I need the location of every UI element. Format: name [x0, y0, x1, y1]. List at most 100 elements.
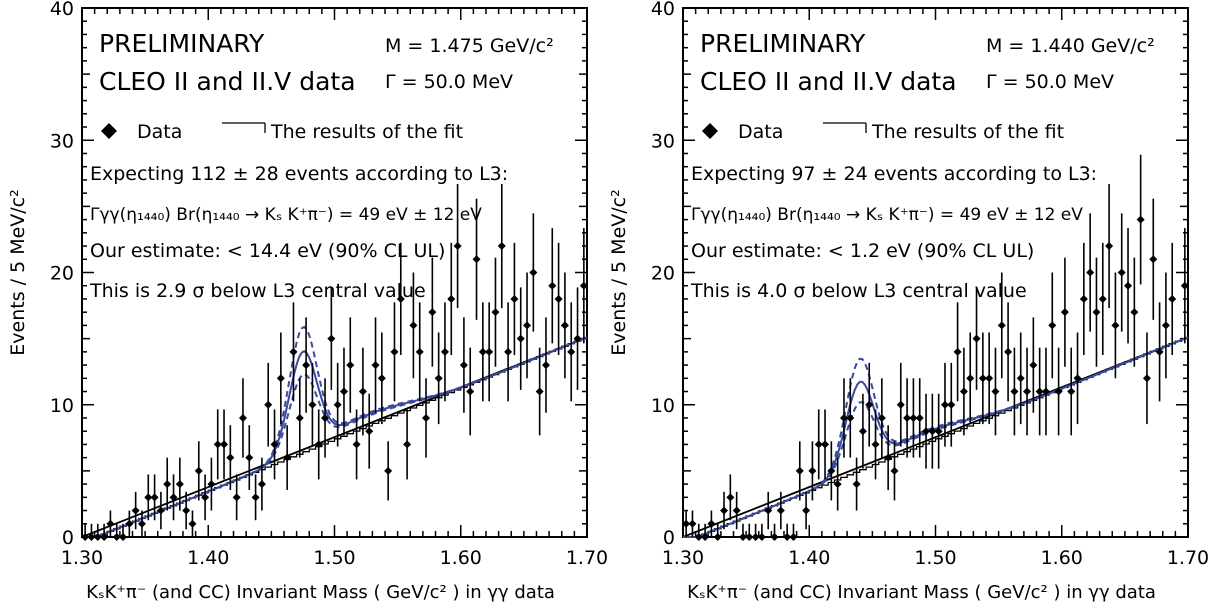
data-point: [497, 242, 506, 251]
data-point: [770, 533, 779, 541]
data-point: [795, 466, 804, 475]
data-point: [327, 334, 336, 343]
data-point: [1130, 308, 1139, 317]
data-point: [1092, 308, 1101, 317]
data-point: [478, 347, 487, 356]
data-point: [978, 374, 987, 383]
expecting-text: Expecting 112 ± 28 events according to L…: [90, 163, 508, 185]
dataset-label: CLEO II and II.V data: [99, 67, 356, 96]
data-point: [1161, 321, 1170, 330]
data-point: [827, 466, 836, 475]
data-point: [459, 361, 468, 370]
data-point: [833, 480, 842, 489]
data-point: [125, 519, 134, 528]
data-point: [745, 533, 754, 541]
data-point: [688, 519, 697, 528]
data-point: [726, 493, 735, 502]
y-tick-label: 20: [651, 263, 675, 285]
data-point: [245, 453, 254, 462]
data-point: [523, 321, 532, 330]
data-point: [485, 347, 494, 356]
data-point: [232, 493, 241, 502]
legend-fit-label: The results of the fit: [871, 121, 1064, 143]
y-tick-label: 30: [50, 130, 74, 152]
data-point: [1054, 387, 1063, 396]
data-point: [713, 533, 722, 541]
data-point: [302, 361, 311, 370]
data-point: [466, 387, 475, 396]
data-point: [93, 533, 102, 541]
data-point: [1111, 321, 1120, 330]
data-point: [802, 506, 811, 515]
x-tick-label: 1.40: [187, 547, 229, 569]
data-point: [516, 334, 525, 343]
x-axis-label: KₛK⁺π⁻ (and CC) Invariant Mass ( GeV/c² …: [687, 582, 1156, 603]
data-point: [541, 361, 550, 370]
data-point: [959, 387, 968, 396]
data-point: [472, 255, 481, 264]
data-point: [997, 321, 1006, 330]
data-point: [985, 374, 994, 383]
data-point: [821, 440, 830, 449]
data-point: [865, 400, 874, 409]
data-point: [352, 440, 361, 449]
data-point: [783, 533, 792, 541]
data-point: [81, 533, 90, 541]
estimate-text: Our estimate: < 14.4 eV (90% CL UL): [90, 240, 445, 262]
width-relation-text: Γγγ(η₁₄₄₀) Br(η₁₄₄₀ → Kₛ K⁺π⁻) = 49 eV ±…: [691, 205, 1083, 225]
significance-text: This is 2.9 σ below L3 central value: [89, 280, 426, 302]
data-point: [257, 480, 266, 489]
data-point: [1155, 347, 1164, 356]
data-point: [701, 533, 710, 541]
data-point: [871, 440, 880, 449]
x-tick-label: 1.60: [1041, 547, 1083, 569]
data-point: [1073, 374, 1082, 383]
data-point: [169, 493, 178, 502]
fit-curve: [82, 336, 588, 538]
data-point: [428, 308, 437, 317]
x-tick-label: 1.50: [313, 547, 355, 569]
data-point: [915, 413, 924, 422]
y-tick-label: 30: [651, 130, 675, 152]
data-point: [877, 413, 886, 422]
data-point: [789, 533, 798, 541]
data-point: [175, 480, 184, 489]
data-point: [415, 347, 424, 356]
x-tick-label: 1.30: [662, 547, 704, 569]
data-point: [1136, 215, 1145, 224]
data-point: [434, 374, 443, 383]
data-point: [119, 533, 128, 541]
legend-data-label: Data: [738, 121, 783, 143]
data-point: [150, 493, 159, 502]
data-point: [896, 400, 905, 409]
data-point: [1035, 387, 1044, 396]
data-point: [738, 533, 747, 541]
data-point: [201, 493, 210, 502]
data-point: [251, 493, 260, 502]
data-point: [1016, 374, 1025, 383]
data-point: [182, 506, 191, 515]
data-point: [440, 347, 449, 356]
data-point: [238, 413, 247, 422]
y-axis-label: Events / 5 MeV/c²: [7, 189, 29, 355]
data-point: [764, 506, 773, 515]
legend-data-label: Data: [137, 121, 182, 143]
data-point: [390, 347, 399, 356]
preliminary-label: PRELIMINARY: [99, 29, 265, 58]
data-point: [1010, 387, 1019, 396]
data-point: [776, 506, 785, 515]
data-point: [934, 427, 943, 436]
y-tick-label: 20: [50, 263, 74, 285]
data-point: [1041, 387, 1050, 396]
data-point: [137, 519, 146, 528]
fit-upper-band: [82, 325, 588, 538]
data-point: [573, 334, 582, 343]
data-point: [1105, 242, 1114, 251]
data-point: [707, 519, 716, 528]
data-point: [852, 480, 861, 489]
y-axis-label: Events / 5 MeV/c²: [608, 189, 630, 355]
data-point: [226, 453, 235, 462]
data-point: [1048, 321, 1057, 330]
data-point: [903, 413, 912, 422]
